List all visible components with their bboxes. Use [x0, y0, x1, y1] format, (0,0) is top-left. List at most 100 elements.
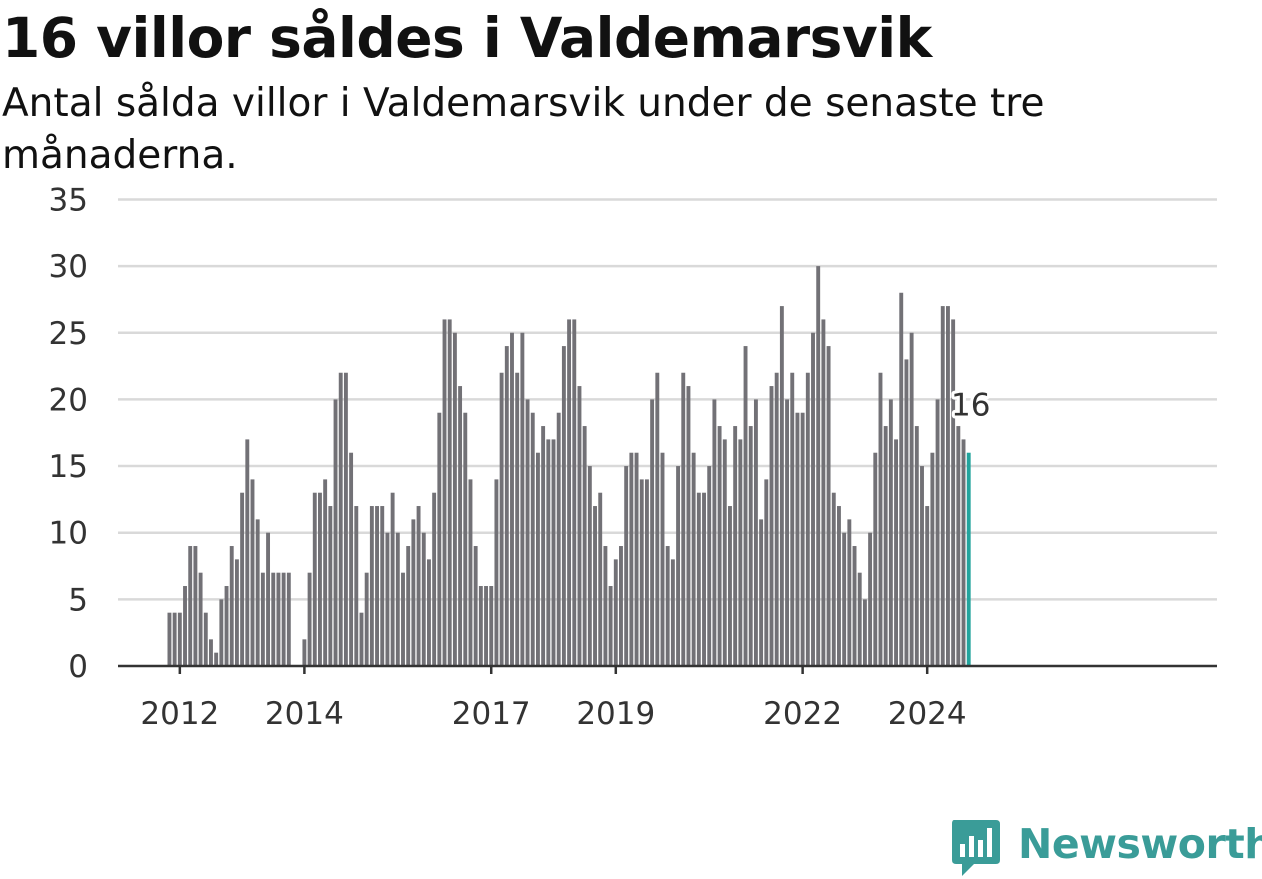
bar [785, 399, 790, 666]
bar [323, 479, 328, 666]
bar [234, 559, 239, 666]
bar [390, 492, 395, 666]
bar [795, 412, 800, 666]
bar [925, 506, 930, 666]
bar [551, 439, 556, 666]
x-tick-label: 2019 [576, 696, 655, 732]
y-axis-labels: 0 5 10 15 20 25 30 35 [49, 182, 88, 685]
bar [359, 612, 364, 666]
bar [468, 479, 473, 666]
bar [463, 412, 468, 666]
bar [219, 599, 224, 666]
bar [644, 479, 649, 666]
bar [416, 506, 421, 666]
bar [442, 319, 447, 666]
bar [837, 506, 841, 666]
bar-highlight [966, 452, 971, 666]
bar [240, 492, 245, 666]
bar [904, 359, 909, 666]
x-axis [118, 664, 1217, 674]
bar [266, 532, 271, 666]
bar [686, 386, 691, 666]
bar [842, 532, 847, 666]
bar [530, 412, 535, 666]
bar [593, 506, 597, 666]
bar [437, 412, 442, 666]
bar [733, 426, 738, 666]
bar [556, 412, 561, 666]
y-tick-label: 15 [49, 449, 88, 485]
bar [930, 452, 935, 666]
bar [447, 319, 452, 666]
y-tick-label: 35 [49, 182, 88, 218]
x-tick-label: 2012 [140, 696, 219, 732]
bar [639, 479, 644, 666]
bar [343, 372, 348, 666]
bar [458, 386, 463, 666]
bar [961, 439, 966, 666]
bar [909, 332, 914, 666]
bar [774, 372, 779, 666]
grid-lines [118, 198, 1217, 601]
bar [603, 546, 608, 666]
bar [572, 319, 577, 666]
bar [224, 586, 229, 666]
bar [520, 332, 525, 666]
bar [681, 372, 686, 666]
bar [395, 532, 400, 666]
bar [188, 546, 193, 666]
bar [660, 452, 665, 666]
bar [624, 466, 629, 666]
bar [608, 586, 613, 666]
bar [515, 372, 520, 666]
bar [302, 639, 307, 666]
bar [577, 386, 582, 666]
bar [525, 399, 530, 666]
bar [619, 546, 623, 666]
bar [712, 399, 717, 666]
y-tick-label: 5 [68, 582, 88, 618]
bar [935, 399, 940, 666]
bar [333, 399, 338, 666]
bar [281, 572, 286, 666]
bar [629, 452, 634, 666]
bar [868, 532, 873, 666]
bar [364, 572, 369, 666]
bar [779, 306, 784, 666]
bar [427, 559, 431, 666]
bar [260, 572, 265, 666]
bar [800, 412, 805, 666]
bar [811, 332, 815, 666]
bar [338, 372, 343, 666]
chart-title: 16 villor såldes i Valdemarsvik [2, 6, 932, 70]
bar [613, 559, 618, 666]
bar [696, 492, 701, 666]
bar [478, 586, 483, 666]
bar [276, 572, 281, 666]
bar [852, 546, 857, 666]
x-tick-label: 2017 [452, 696, 531, 732]
bar [198, 572, 203, 666]
bar [535, 452, 540, 666]
bar [748, 426, 753, 666]
bar [587, 466, 592, 666]
bar [920, 466, 924, 666]
bar [411, 519, 416, 666]
y-tick-label: 0 [68, 649, 88, 685]
bar [349, 452, 354, 666]
bar [567, 319, 572, 666]
bar [380, 506, 385, 666]
bar [286, 572, 291, 666]
bar [743, 346, 748, 666]
bar [504, 346, 509, 666]
last-value-label: 16 [951, 388, 990, 424]
bar [862, 599, 867, 666]
bar [484, 586, 488, 666]
bar [494, 479, 499, 666]
y-tick-label: 30 [49, 249, 88, 285]
bar [940, 306, 945, 666]
bar [878, 372, 883, 666]
bar [821, 319, 826, 666]
bar [546, 439, 551, 666]
